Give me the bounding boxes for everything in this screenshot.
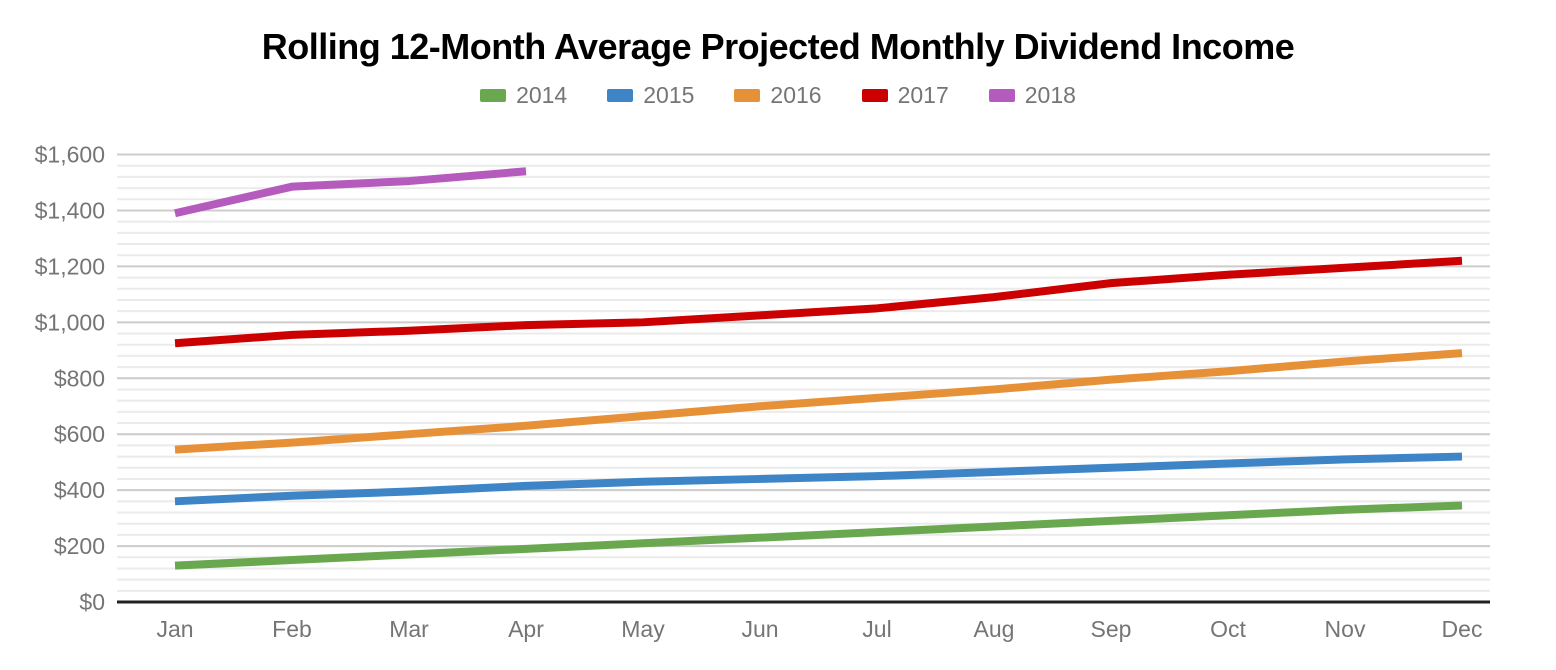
x-tick-label: Jan [156,616,193,642]
legend-label: 2017 [897,81,949,108]
x-tick-label: Dec [1442,616,1483,642]
legend-label: 2018 [1024,81,1076,108]
line-2016 [174,349,1463,454]
legend-swatch-icon [734,88,761,102]
y-tick-label: $200 [54,533,105,559]
legend-item-2014: 2014 [480,82,567,109]
legend-item-2017: 2017 [861,81,949,109]
legend-swatch-icon [480,88,507,102]
x-tick-label: Mar [389,616,429,642]
x-tick-label: Sep [1091,616,1132,642]
y-tick-label: $1,000 [35,309,105,335]
x-tick-label: Jun [741,616,778,642]
legend-swatch-icon [988,88,1015,102]
line-2017 [174,256,1463,348]
x-tick-label: Nov [1325,616,1366,642]
y-tick-label: $600 [54,421,105,447]
y-tick-label: $1,600 [35,142,105,168]
y-tick-label: $1,400 [35,197,105,223]
line-2015 [174,452,1463,506]
chart-title: Rolling 12-Month Average Projected Month… [261,26,1295,67]
y-tick-label: $1,200 [35,253,105,279]
x-tick-label: May [621,616,665,642]
x-tick-label: Feb [272,616,312,642]
legend-item-2016: 2016 [734,81,822,109]
legend-label: 2014 [516,81,568,108]
legend-swatch-icon [861,88,888,102]
legend-label: 2015 [643,81,695,108]
x-tick-label: Apr [508,616,544,642]
legend-label: 2016 [770,81,822,108]
x-tick-label: Aug [974,616,1015,642]
legend-item-2015: 2015 [607,82,694,109]
line-2014 [174,501,1463,570]
y-tick-label: $0 [79,589,105,615]
x-tick-label: Jul [862,616,891,642]
legend-item-2018: 2018 [988,81,1076,109]
y-tick-label: $800 [54,365,105,391]
line-2018 [174,167,527,218]
chart-legend: 2014 2015 2016 2017 2018 [0,80,1556,110]
legend-swatch-icon [607,88,634,102]
x-tick-label: Oct [1210,616,1246,642]
y-tick-label: $400 [54,477,105,503]
